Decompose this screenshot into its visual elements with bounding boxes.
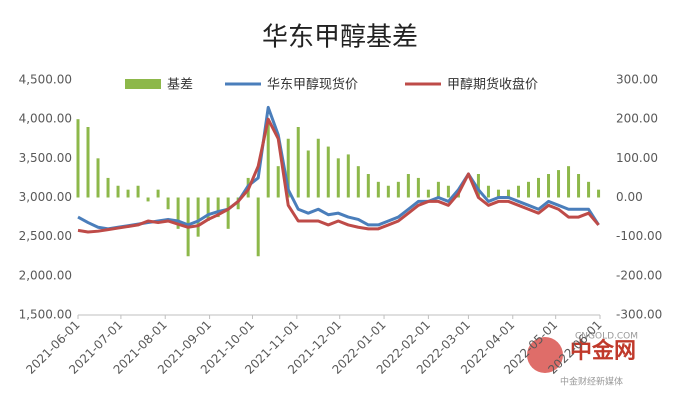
bar [356,166,360,198]
bar [306,150,310,198]
bar [126,189,130,198]
bar [326,146,330,198]
y2-tick-label: 300.00 [616,73,658,87]
bar [416,177,420,198]
bar [286,138,290,198]
bar [446,185,450,198]
bar [106,177,110,198]
y-tick-label: 4,500.00 [19,73,72,87]
y-tick-label: 2,500.00 [19,229,72,243]
legend-label: 甲醇期货收盘价 [447,77,538,93]
bar [516,185,520,198]
bar [196,197,200,237]
legend-label: 华东甲醇现货价 [267,77,358,93]
bar [146,197,150,202]
bar [136,185,140,198]
y-tick-label: 3,000.00 [19,190,72,204]
bar [436,181,440,198]
bar [86,127,90,198]
legend-swatch [125,79,161,89]
bar [316,138,320,198]
bar [346,154,350,198]
brand-logo [527,337,563,373]
bar [526,181,530,198]
bar [206,197,210,221]
y-tick-label: 1,500.00 [19,308,72,322]
bar [156,189,160,198]
bar [216,197,220,218]
bar [336,158,340,198]
bar [547,174,551,198]
brand-name: 中金网 [570,338,636,364]
bar [557,170,561,198]
bar [226,197,230,229]
bar [476,174,480,198]
bar [266,119,270,198]
bar [567,166,571,198]
bar [256,197,260,257]
bar [386,185,390,198]
bar [296,127,300,198]
bar [406,174,410,198]
y2-tick-label: -100.00 [616,229,662,243]
bar [276,166,280,198]
legend-label: 基差 [167,78,193,93]
bar [396,181,400,198]
y2-tick-label: 0.00 [616,190,643,204]
y-tick-label: 2,000.00 [19,268,72,282]
bar [486,185,490,198]
y2-tick-label: -300.00 [616,308,662,322]
bar [376,181,380,198]
bar [537,177,541,198]
chart-title: 华东甲醇基差 [262,23,418,53]
bar [577,174,581,198]
bar [176,197,180,229]
y-tick-label: 3,500.00 [19,151,72,165]
y2-tick-label: 200.00 [616,112,658,126]
brand-slogan: 中金财经新媒体 [560,376,623,388]
bar [236,197,240,210]
bar [96,158,100,198]
y2-tick-label: -200.00 [616,268,662,282]
bar [166,197,170,210]
bar [366,174,370,198]
y2-tick-label: 100.00 [616,151,658,165]
line [77,105,600,231]
line [77,117,600,234]
brand-site: CNGOLD.COM [575,332,638,342]
bar [496,189,500,198]
bar [116,185,120,198]
y-tick-label: 4,000.00 [19,112,72,126]
bar [426,189,430,198]
bar [597,189,601,198]
bar [587,181,591,198]
bar [506,189,510,198]
bar [76,119,80,198]
